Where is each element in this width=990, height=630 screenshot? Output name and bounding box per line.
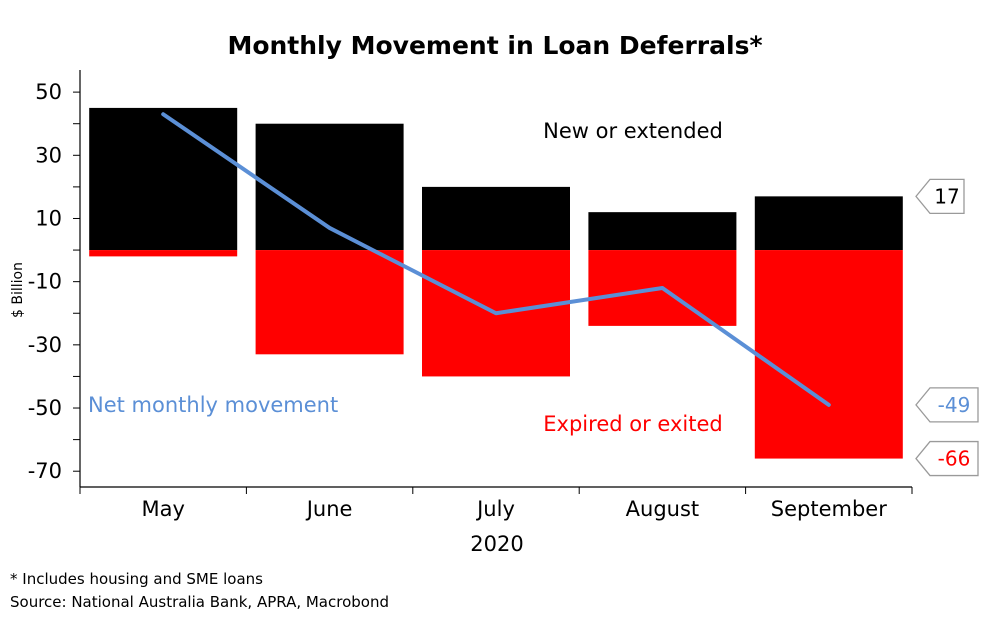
y-tick-label: 10 bbox=[35, 206, 62, 230]
bar-new-june bbox=[255, 123, 404, 251]
footnote: * Includes housing and SME loans bbox=[10, 570, 263, 588]
bar-new-september bbox=[754, 196, 903, 251]
x-tick-label-september: September bbox=[771, 497, 887, 521]
source-note: Source: National Australia Bank, APRA, M… bbox=[10, 593, 389, 611]
bar-expired-may bbox=[89, 250, 238, 257]
bar-new-august bbox=[588, 212, 737, 251]
bar-new-may bbox=[89, 107, 238, 251]
bar-new-july bbox=[422, 186, 570, 251]
callout-box bbox=[915, 440, 979, 477]
net-movement-line bbox=[161, 112, 831, 407]
x-tick-label-may: May bbox=[141, 497, 184, 521]
axes-layer: 50 30 10 -10 -30 -50 -70 May June July August Septe… bbox=[28, 70, 913, 521]
x-tick-label-june: June bbox=[305, 497, 353, 521]
y-tick-label: 50 bbox=[35, 80, 62, 104]
y-tick-label: -10 bbox=[28, 270, 62, 294]
y-tick-label: -50 bbox=[28, 396, 62, 420]
line-layer bbox=[161, 112, 831, 407]
x-tick-label-july: July bbox=[475, 497, 515, 521]
x-tick-label-august: August bbox=[626, 497, 700, 521]
bar-expired-september bbox=[754, 250, 903, 459]
annotation-new-or-extended: New or extended bbox=[543, 119, 723, 143]
annotation-expired-or-exited: Expired or exited bbox=[543, 412, 722, 436]
chart-title: Monthly Movement in Loan Deferrals* bbox=[227, 31, 762, 60]
labels-layer: New or extended Expired or exited Net mont… bbox=[88, 119, 979, 477]
callout-box bbox=[915, 387, 979, 423]
y-tick-label: 30 bbox=[35, 143, 62, 167]
callout-label: -66 bbox=[938, 447, 971, 471]
y-tick-label: -70 bbox=[28, 459, 62, 483]
callout-box bbox=[915, 178, 965, 215]
callout-label: -49 bbox=[938, 393, 971, 417]
callout-label: 17 bbox=[934, 184, 959, 208]
annotation-net-monthly-movement: Net monthly movement bbox=[88, 393, 338, 417]
x-axis-label: 2020 bbox=[470, 532, 523, 556]
y-axis-label: $ Billion bbox=[10, 262, 26, 318]
y-tick-label: -30 bbox=[28, 333, 62, 357]
bar-expired-june bbox=[255, 250, 404, 355]
